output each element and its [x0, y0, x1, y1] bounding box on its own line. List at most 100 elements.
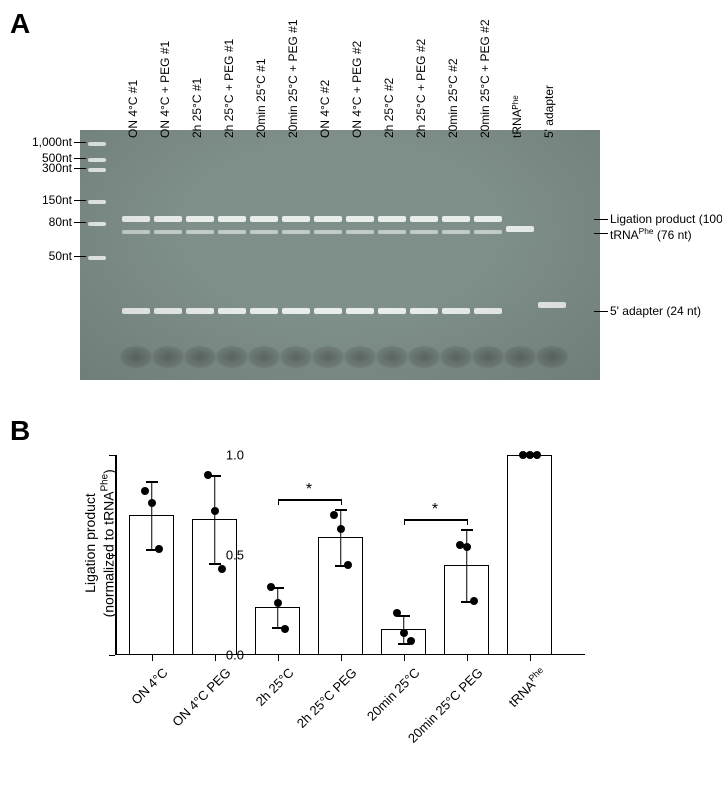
- gel-band: [410, 308, 438, 314]
- gel-band: [442, 308, 470, 314]
- chart-xtick: [530, 655, 531, 661]
- figure: A 1,000nt500nt300nt150nt80nt50nt ON 4°C …: [0, 0, 722, 786]
- size-marker-label: 300nt: [12, 161, 72, 175]
- gel-band: [250, 230, 278, 234]
- lane-label: 2h 25°C + PEG #2: [414, 39, 428, 138]
- gel-smudge: [184, 346, 216, 368]
- gel-band: [506, 226, 534, 232]
- chart-yticklabel: 1.0: [226, 448, 244, 463]
- lane-label: tRNAᴾʰᵉ: [510, 95, 524, 138]
- error-bar-cap: [146, 481, 158, 483]
- data-point: [400, 629, 408, 637]
- data-point: [148, 499, 156, 507]
- data-point: [155, 545, 163, 553]
- gel-smudge: [472, 346, 504, 368]
- right-label: Ligation product (100 nt): [610, 212, 722, 226]
- gel-band: [282, 216, 310, 222]
- gel-smudge: [440, 346, 472, 368]
- chart-xtick: [215, 655, 216, 661]
- gel-smudge: [312, 346, 344, 368]
- data-point: [211, 507, 219, 515]
- gel-band: [538, 302, 566, 308]
- significance-star: *: [306, 481, 312, 499]
- size-marker-tick: [74, 222, 86, 223]
- error-bar: [214, 475, 216, 563]
- data-point: [463, 543, 471, 551]
- size-marker-label: 150nt: [12, 193, 72, 207]
- gel-smudge: [408, 346, 440, 368]
- bar-group: [444, 455, 489, 655]
- significance-line: [278, 499, 341, 501]
- gel-band: [378, 308, 406, 314]
- gel-image: [80, 130, 600, 380]
- size-marker-label: 50nt: [12, 249, 72, 263]
- gel-band: [314, 230, 342, 234]
- right-label-tick: [594, 311, 608, 312]
- gel-band: [218, 308, 246, 314]
- size-marker-label: 80nt: [12, 215, 72, 229]
- data-point: [344, 561, 352, 569]
- bar-group: [381, 455, 426, 655]
- data-point: [533, 451, 541, 459]
- gel-band: [410, 230, 438, 234]
- data-point: [141, 487, 149, 495]
- right-label-tick: [594, 233, 608, 234]
- bar-group: [507, 455, 552, 655]
- data-point: [330, 511, 338, 519]
- size-marker-tick: [74, 200, 86, 201]
- significance-star: *: [432, 501, 438, 519]
- bar-group: [255, 455, 300, 655]
- gel-band: [122, 308, 150, 314]
- ladder-band: [88, 168, 106, 172]
- size-marker-tick: [74, 142, 86, 143]
- chart-xtick: [467, 655, 468, 661]
- data-point: [470, 597, 478, 605]
- gel-band: [346, 216, 374, 222]
- error-bar-cap: [209, 563, 221, 565]
- chart-ytick: [109, 655, 115, 656]
- chart-ylabel-line1: Ligation product: [82, 443, 98, 643]
- significance-tick: [341, 499, 343, 505]
- lane-label: 20min 25°C #2: [446, 58, 460, 138]
- lane-label: 20min 25°C #1: [254, 58, 268, 138]
- gel-band: [442, 230, 470, 234]
- lane-label: 2h 25°C #1: [190, 78, 204, 138]
- error-bar: [466, 529, 468, 601]
- gel-smudge: [248, 346, 280, 368]
- gel-smudge: [344, 346, 376, 368]
- bar-chart: **: [115, 455, 585, 655]
- lane-label: ON 4°C #2: [318, 80, 332, 138]
- gel-band: [186, 216, 214, 222]
- gel-band: [314, 308, 342, 314]
- gel-band: [474, 308, 502, 314]
- gel-smudge: [376, 346, 408, 368]
- error-bar-cap: [335, 509, 347, 511]
- data-point: [281, 625, 289, 633]
- gel-smudge: [536, 346, 568, 368]
- gel-band: [186, 308, 214, 314]
- chart-xtick: [278, 655, 279, 661]
- bar-group: [318, 455, 363, 655]
- gel-band: [474, 230, 502, 234]
- panel-a-label: A: [10, 8, 30, 40]
- ladder-band: [88, 222, 106, 226]
- lane-label: ON 4°C + PEG #1: [158, 41, 172, 138]
- data-point: [274, 599, 282, 607]
- error-bar: [277, 587, 279, 627]
- data-point: [204, 471, 212, 479]
- ladder-band: [88, 256, 106, 260]
- panel-b-label: B: [10, 415, 30, 447]
- gel-band: [218, 216, 246, 222]
- lane-label: 5' adapter: [542, 85, 556, 138]
- lane-label: 2h 25°C + PEG #1: [222, 39, 236, 138]
- gel-band: [250, 308, 278, 314]
- ladder-band: [88, 142, 106, 146]
- right-label: 5' adapter (24 nt): [610, 304, 701, 318]
- gel-band: [410, 216, 438, 222]
- gel-band: [154, 230, 182, 234]
- error-bar: [340, 509, 342, 565]
- gel-band: [378, 230, 406, 234]
- ladder-band: [88, 158, 106, 162]
- gel-band: [218, 230, 246, 234]
- error-bar: [151, 481, 153, 549]
